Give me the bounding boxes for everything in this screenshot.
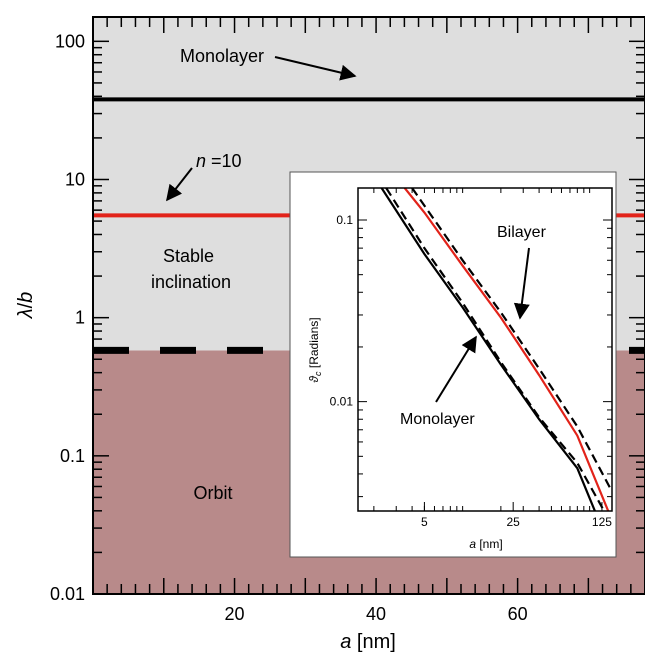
inset-x-tick-label: 125 [592, 515, 612, 529]
x-tick-label: 40 [366, 604, 386, 624]
x-tick-label: 60 [508, 604, 528, 624]
main-plot-frame [92, 16, 645, 595]
n10-annotation-rest: =10 [206, 151, 242, 171]
monolayer-annotation: Monolayer [180, 46, 264, 66]
inset-x-axis-title-unit: [nm] [476, 537, 503, 551]
inset-series-2 [403, 188, 610, 511]
n10-arrow [166, 167, 193, 202]
y-axis-title: λ/b [15, 292, 37, 320]
inset-x-axis-title-var: a [469, 537, 476, 551]
inset-y-axis-title-sub: c [313, 371, 323, 376]
x-axis-title-unit: [nm] [351, 631, 395, 653]
stable-region-label: Stable inclination [151, 246, 231, 292]
main-ticks: 20 40 60 0.01 0.1 1 10 100 [50, 17, 645, 624]
y-tick-label: 10 [65, 169, 85, 189]
y-tick-label: 0.01 [50, 584, 85, 604]
inset-ticks: 5 25 125 0.01 0.1 [330, 188, 612, 529]
inset-y-tick-label: 0.01 [330, 395, 354, 409]
inset-curves [380, 188, 612, 511]
inset-y-axis-title-var: ϑ [307, 376, 321, 383]
inset-series-0 [380, 188, 596, 511]
y-tick-label: 100 [55, 31, 85, 51]
stable-region-label-line2: inclination [151, 272, 231, 292]
y-axis-title-var: λ [15, 308, 37, 319]
inset-bilayer-arrow [513, 247, 530, 320]
inset-bilayer-annotation: Bilayer [497, 224, 547, 241]
monolayer-arrow [274, 56, 357, 81]
inset-plot [380, 188, 612, 511]
inset-y-axis-title-unit: [Radians] [307, 317, 321, 371]
inset-y-tick-label: 0.1 [336, 213, 353, 227]
orbit-region-label: Orbit [193, 483, 232, 503]
y-axis-title-var2: b [15, 292, 37, 303]
x-axis-title: a [nm] [340, 631, 396, 653]
x-axis-title-var: a [340, 631, 351, 653]
y-tick-label: 1 [75, 308, 85, 328]
inset-series-3 [411, 188, 612, 493]
inset-x-axis-title: a [nm] [469, 537, 502, 551]
stable-region-label-line1: Stable [163, 246, 214, 266]
inset-panel [289, 171, 617, 558]
y-axis-title-sep: / [15, 302, 37, 308]
inset-x-tick-label: 25 [506, 515, 520, 529]
inset-monolayer-annotation: Monolayer [400, 411, 475, 428]
inset-x-tick-label: 5 [421, 515, 428, 529]
inset-monolayer-arrow [435, 335, 477, 403]
n10-annotation-var: n [196, 151, 206, 171]
n10-annotation: n =10 [196, 151, 242, 171]
x-tick-label: 20 [225, 604, 245, 624]
inset-series-1 [385, 188, 606, 511]
y-tick-label: 0.1 [60, 446, 85, 466]
inset-y-axis-title: ϑc [Radians] [307, 317, 323, 382]
inset-plot-frame [357, 187, 613, 512]
